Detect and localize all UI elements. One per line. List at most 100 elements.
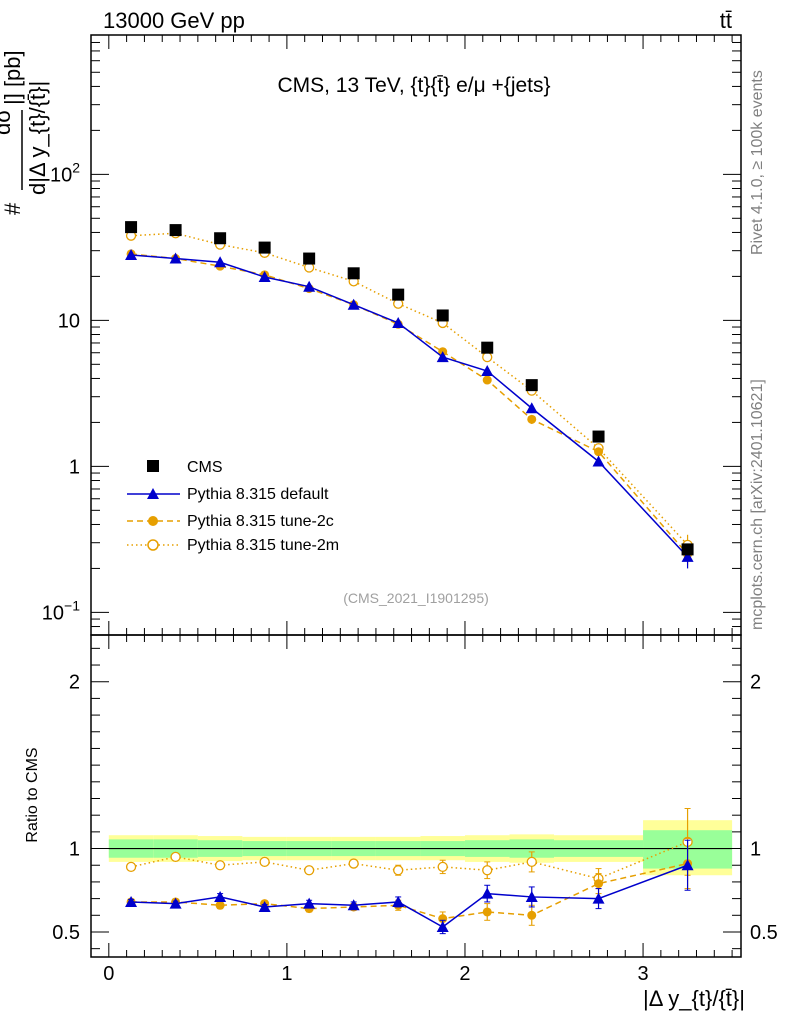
ratio-point-pythia-8-315-default xyxy=(125,895,138,907)
ratio-bands xyxy=(108,820,733,876)
legend-marker-tune2c xyxy=(148,516,158,526)
ratio-point-pythia-8-315-default xyxy=(481,887,494,899)
ratio-y-tick-label-right: 1 xyxy=(750,839,761,861)
y-tick-label-base: 10 xyxy=(42,602,64,624)
ratio-line-pythia-8-315-tune-2c xyxy=(131,862,688,920)
data-point-cms xyxy=(125,221,138,234)
ratio-point-pythia-8-315-default xyxy=(592,892,605,904)
ratio-y-tick-label: 2 xyxy=(69,672,80,694)
ratio-y-tick-label-right: 2 xyxy=(750,672,761,694)
series-line-pythia-8-315-default xyxy=(131,254,689,558)
ratio-point-pythia-8-315-default xyxy=(347,899,360,911)
ratio-panel: 0 1 2 3 2 2 1 1 0.5 0.5 xyxy=(52,634,778,985)
data-point-pythia-8-315-default xyxy=(347,298,360,310)
data-point-pythia-8-315-default xyxy=(481,364,494,376)
ratio-point-pythia-8-315-tune-2c xyxy=(594,879,604,889)
ratio-point-pythia-8-315-tune-2c xyxy=(215,900,225,910)
legend-label-tune2m: Pythia 8.315 tune-2m xyxy=(187,537,339,554)
ratio-point-pythia-8-315-tune-2m xyxy=(526,856,537,868)
data-point-cms xyxy=(525,379,538,392)
collision-label: 13000 GeV pp xyxy=(103,8,245,33)
mcplots-label: mcplots.cern.ch [arXiv:2401.10621] xyxy=(749,379,766,630)
ratio-point-pythia-8-315-default xyxy=(392,895,405,907)
ratio-point-pythia-8-315-default xyxy=(436,920,449,932)
y-tick-label: 1 xyxy=(69,456,80,478)
data-point-cms xyxy=(347,267,360,280)
ratio-point-pythia-8-315-default xyxy=(258,900,271,912)
legend-item-tune2c: Pythia 8.315 tune-2c xyxy=(127,513,334,530)
data-point-cms xyxy=(169,224,182,237)
data-point-pythia-8-315-default xyxy=(392,316,405,328)
x-axis-label: |Δ y_{t}/{t̄}| xyxy=(643,986,745,1011)
ratio-point-pythia-8-315-tune-2m xyxy=(125,861,137,873)
ratio-point-pythia-8-315-default xyxy=(169,897,182,909)
data-point-cms xyxy=(392,288,405,301)
y-tick-label-base: 10 xyxy=(50,164,72,186)
data-point-pythia-8-315-tune-2m xyxy=(482,351,493,363)
data-point-pythia-8-315-default xyxy=(592,455,605,467)
ratio-point-pythia-8-315-tune-2c xyxy=(482,907,492,917)
legend-label-default: Pythia 8.315 default xyxy=(187,486,329,503)
data-point-cms xyxy=(303,252,316,265)
ratio-y-tick-label-right: 0.5 xyxy=(750,922,778,944)
main-y-axis-label: # d|Δ y_{t}/{t̄}| dσ |] [pb] xyxy=(0,50,50,215)
ratio-y-tick-label: 1 xyxy=(69,839,80,861)
data-point-pythia-8-315-default xyxy=(125,249,138,261)
analysis-id-watermark: (CMS_2021_I1901295) xyxy=(343,590,489,606)
ratio-point-pythia-8-315-default xyxy=(214,890,227,902)
ratio-point-pythia-8-315-tune-2c xyxy=(527,910,537,920)
data-point-pythia-8-315-default xyxy=(681,550,694,562)
ratio-point-pythia-8-315-tune-2m xyxy=(214,860,226,871)
y-label-prefix: # xyxy=(0,202,25,215)
legend-marker-tune2m xyxy=(147,539,159,551)
ratio-point-pythia-8-315-tune-2m xyxy=(348,858,359,869)
data-point-pythia-8-315-default xyxy=(169,252,182,264)
data-point-pythia-8-315-default xyxy=(303,280,316,292)
ratio-point-pythia-8-315-tune-2m xyxy=(259,856,270,868)
y-tick-label-exponent: 2 xyxy=(72,159,80,175)
data-point-pythia-8-315-default xyxy=(258,271,271,283)
y-label-suffix: |] [pb] xyxy=(0,50,25,105)
x-tick-label: 2 xyxy=(459,963,470,985)
ratio-point-pythia-8-315-tune-2m xyxy=(437,861,448,873)
legend-item-cms: CMS xyxy=(147,459,223,476)
ratio-point-pythia-8-315-default xyxy=(303,897,316,909)
x-tick-label: 1 xyxy=(281,963,292,985)
data-point-pythia-8-315-default xyxy=(436,351,449,363)
y-tick-label: 10 xyxy=(58,310,80,332)
data-point-pythia-8-315-default xyxy=(525,402,538,414)
data-point-cms xyxy=(481,341,494,354)
ratio-point-pythia-8-315-default xyxy=(681,859,694,871)
data-point-pythia-8-315-tune-2c xyxy=(482,375,492,385)
chart-title: CMS, 13 TeV, {t}{t̄} e/μ +{jets} xyxy=(277,74,550,97)
main-series xyxy=(125,221,694,569)
y-label-numerator: dσ xyxy=(0,109,15,135)
data-point-pythia-8-315-default xyxy=(214,256,227,268)
legend-item-default: Pythia 8.315 default xyxy=(127,486,329,503)
data-point-pythia-8-315-tune-2c xyxy=(594,447,604,457)
y-label-denominator: d|Δ y_{t}/{t̄}| xyxy=(25,81,50,195)
data-point-cms xyxy=(681,543,694,556)
data-point-cms xyxy=(258,241,271,254)
ratio-ticks: 0 1 2 3 2 2 1 1 0.5 0.5 xyxy=(52,635,778,985)
data-point-cms xyxy=(592,430,605,443)
data-point-pythia-8-315-tune-2c xyxy=(527,414,537,424)
ratio-point-pythia-8-315-tune-2c xyxy=(438,914,448,924)
legend: CMS Pythia 8.315 default Pythia 8.315 tu… xyxy=(127,459,339,554)
legend-label-cms: CMS xyxy=(187,459,223,476)
legend-marker-cms xyxy=(147,460,159,472)
process-label: tt̄ xyxy=(720,8,732,33)
x-tick-label: 3 xyxy=(637,963,648,985)
ratio-line-pythia-8-315-tune-2m xyxy=(130,841,688,880)
y-tick-label-power: 10−1 xyxy=(42,597,80,624)
y-tick-label-power: 102 xyxy=(50,159,80,186)
ratio-panel-frame xyxy=(90,634,742,958)
ratio-line-pythia-8-315-default xyxy=(131,864,688,928)
legend-label-tune2c: Pythia 8.315 tune-2c xyxy=(187,513,334,530)
data-point-cms xyxy=(214,232,227,245)
ratio-point-pythia-8-315-tune-2m xyxy=(393,865,404,876)
ratio-point-pythia-8-315-default xyxy=(525,890,538,902)
legend-marker-default xyxy=(147,488,159,499)
